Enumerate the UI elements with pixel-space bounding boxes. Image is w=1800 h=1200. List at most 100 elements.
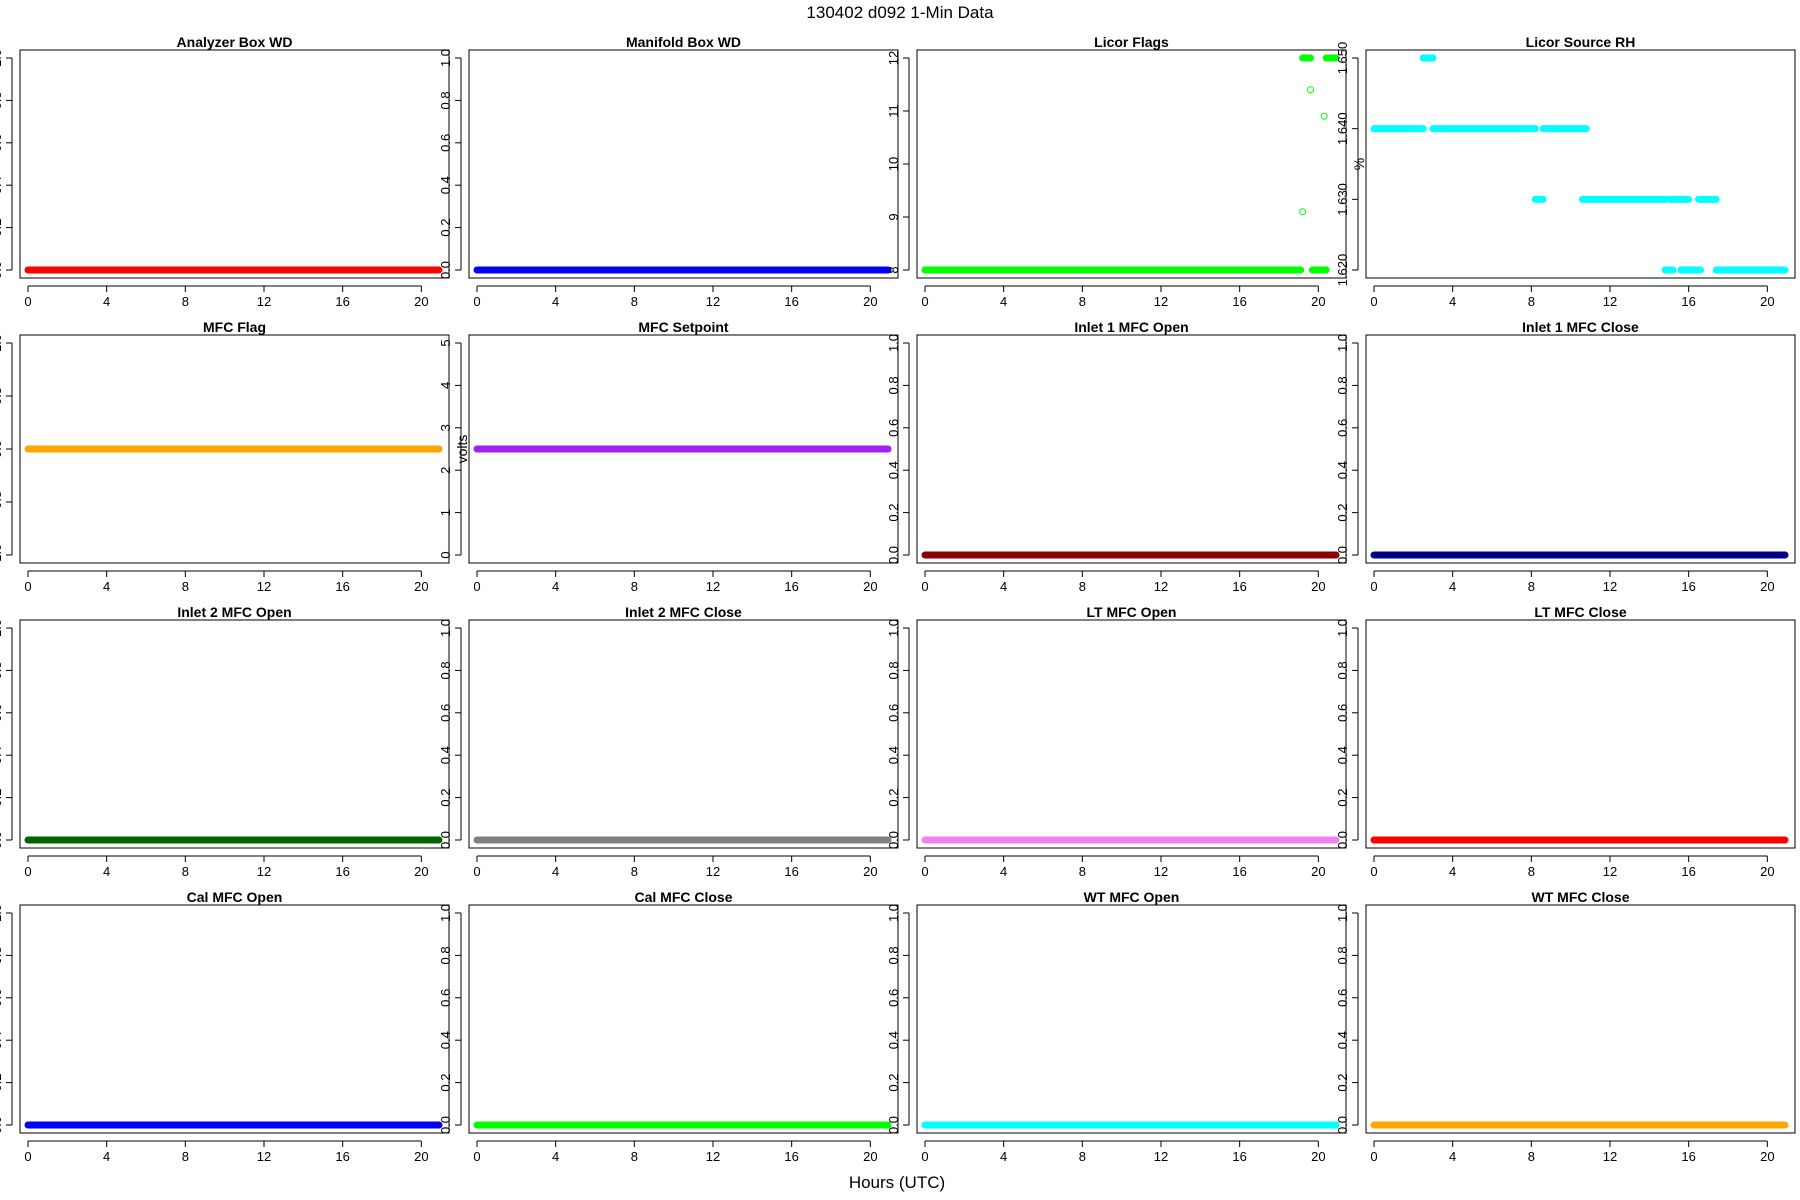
y-tick-label: 0.2 [0,1074,4,1092]
y-tick-label: 0.6 [0,989,4,1007]
x-tick-label: 20 [1760,1149,1774,1164]
panel-title: WT MFC Open [1084,889,1180,905]
y-tick-label: 0.6 [1335,419,1350,437]
x-tick-label: 12 [1154,864,1168,879]
y-tick-label: 0.0 [886,546,901,564]
x-tick-label: 12 [1603,864,1617,879]
y-tick-label: 0.4 [886,461,901,479]
y-tick-label: 0.4 [0,1031,4,1049]
y-tick-label: 4 [438,382,453,389]
panel-title: Inlet 2 MFC Close [625,604,742,620]
y-tick-label: 0.6 [438,704,453,722]
y-tick-label: 0.8 [1335,376,1350,394]
plot-frame [468,49,899,279]
x-tick-label: 12 [1603,579,1617,594]
plot-frame [468,619,899,849]
plot-frame [468,334,899,564]
x-tick-label: 8 [1528,1149,1535,1164]
y-tick-label: 1.640 [1335,112,1350,145]
y-tick-label: 0.2 [886,1074,901,1092]
y-tick-label: 0.4 [0,176,4,194]
y-tick-label: 0.2 [438,219,453,237]
x-tick-label: 16 [1681,579,1695,594]
y-tick-label: 0.8 [1335,661,1350,679]
y-tick-label: 5 [438,339,453,346]
x-tick-label: 20 [414,1149,428,1164]
y-tick-label: 0.6 [438,134,453,152]
x-tick-label: 20 [863,579,877,594]
x-tick-label: 4 [1000,1149,1007,1164]
x-tick-label: 8 [1079,294,1086,309]
y-tick-label: 0.6 [1335,704,1350,722]
x-tick-label: 0 [921,1149,928,1164]
x-tick-label: 12 [1603,294,1617,309]
x-tick-label: 8 [1079,579,1086,594]
y-tick-label: -1.0 [0,544,4,566]
x-tick-label: 20 [1760,864,1774,879]
panel: Cal MFC Open 0 4 8 12 16 20 0.0 0.2 0.4 0.6 0.8 1.0 [0,889,450,1164]
y-tick-label: 0.4 [1335,746,1350,764]
x-tick-label: 12 [1154,1149,1168,1164]
y-tick-label: 0.4 [886,1031,901,1049]
y-tick-label: 0.0 [438,831,453,849]
x-tick-label: 20 [863,1149,877,1164]
x-tick-label: 0 [24,1149,31,1164]
plot-frame [1365,904,1796,1134]
y-tick-label: 2 [438,467,453,474]
y-tick-label: 0.2 [438,1074,453,1092]
x-tick-label: 16 [335,1149,349,1164]
y-tick-label: 0.4 [438,1031,453,1049]
y-tick-label: 12 [886,51,901,65]
y-tick-label: 0.0 [886,831,901,849]
x-tick-label: 4 [103,294,110,309]
x-tick-label: 4 [552,864,559,879]
x-tick-label: 4 [1449,579,1456,594]
y-tick-label: 0.0 [0,440,4,458]
x-tick-label: 16 [784,579,798,594]
y-tick-label: 0.5 [0,387,4,405]
panel: Inlet 1 MFC Close 0 4 8 12 16 20 0.0 0.2 0.4 0.6 0.… [1335,319,1796,594]
plot-frame [19,49,450,279]
plot-frame [1365,334,1796,564]
y-tick-label: 0.0 [886,1116,901,1134]
x-tick-label: 12 [706,864,720,879]
x-tick-label: 12 [1154,579,1168,594]
y-tick-label: 0.0 [1335,546,1350,564]
x-tick-label: 12 [706,294,720,309]
plot-frame [468,904,899,1134]
x-tick-label: 12 [706,1149,720,1164]
x-tick-label: 12 [1154,294,1168,309]
y-tick-label: 0.6 [1335,989,1350,1007]
y-tick-label: 1.0 [1335,619,1350,637]
x-tick-label: 4 [1000,579,1007,594]
figure-title: 130402 d092 1-Min Data [806,3,994,22]
x-tick-label: 8 [631,864,638,879]
x-tick-label: 8 [1528,294,1535,309]
plot-frame [19,619,450,849]
panel-title: Licor Flags [1094,34,1169,50]
x-tick-label: 4 [552,579,559,594]
x-tick-label: 0 [473,579,480,594]
x-tick-label: 8 [1528,579,1535,594]
y-tick-label: 10 [886,157,901,171]
y-tick-label: 1 [438,509,453,516]
x-tick-label: 16 [1232,864,1246,879]
x-tick-label: 16 [1681,294,1695,309]
x-tick-label: 16 [1681,1149,1695,1164]
y-tick-label: 0.2 [886,504,901,522]
x-tick-label: 8 [182,1149,189,1164]
y-tick-label: 0.6 [886,704,901,722]
plot-frame [1365,49,1796,279]
y-tick-label: 1.0 [1335,904,1350,922]
x-tick-label: 0 [1370,864,1377,879]
x-tick-label: 20 [1311,579,1325,594]
x-tick-label: 20 [1311,294,1325,309]
panel-title: Cal MFC Close [634,889,732,905]
panel-title: WT MFC Close [1532,889,1630,905]
panel-title: LT MFC Open [1087,604,1177,620]
y-tick-label: 11 [886,104,901,118]
plot-frame [1365,619,1796,849]
y-tick-label: 8 [886,266,901,273]
x-tick-label: 16 [1232,294,1246,309]
plot-frame [19,904,450,1134]
